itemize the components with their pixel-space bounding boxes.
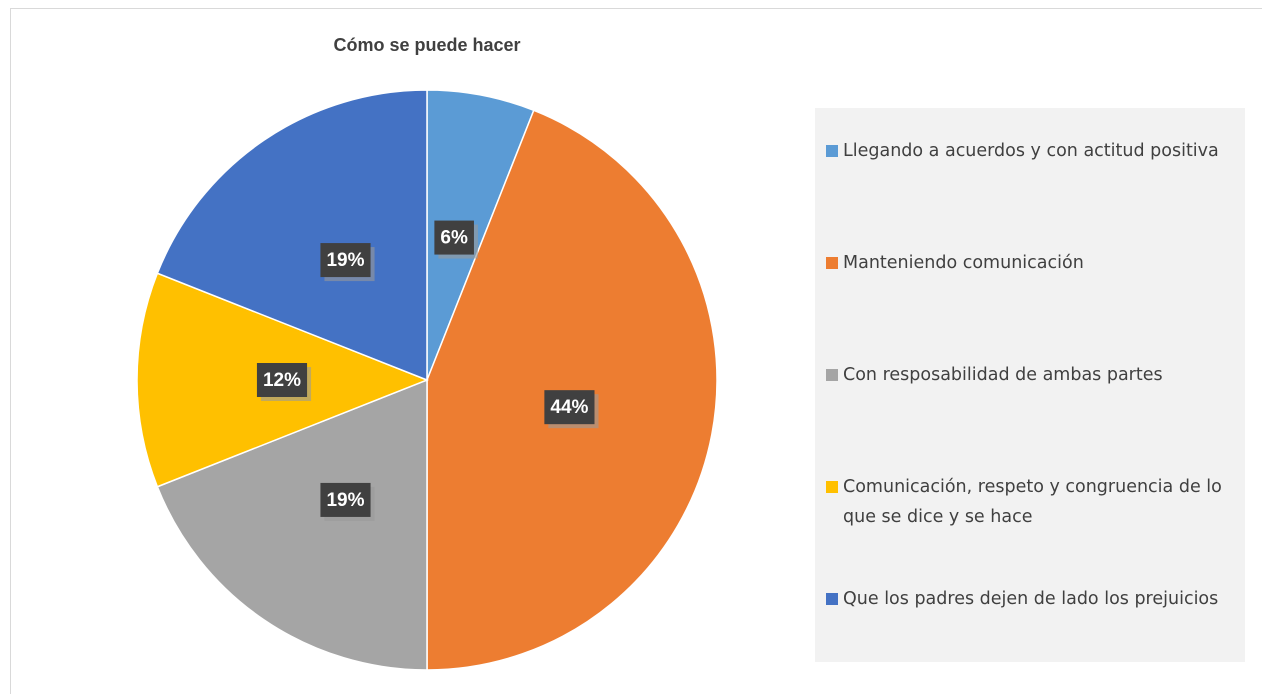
legend-item: Llegando a acuerdos y con actitud positi… [826, 136, 1231, 166]
data-label: 12% [263, 370, 301, 391]
legend: Llegando a acuerdos y con actitud positi… [815, 108, 1245, 662]
data-label: 19% [326, 250, 364, 271]
legend-item: Comunicación, respeto y congruencia de l… [826, 472, 1231, 532]
data-label: 19% [326, 490, 364, 511]
legend-item: Manteniendo comunicación [826, 248, 1231, 278]
legend-swatch [826, 481, 838, 493]
data-label-box [434, 220, 474, 255]
legend-label: Comunicación, respeto y congruencia de l… [843, 477, 1222, 527]
legend-swatch [826, 145, 838, 157]
legend-item: Con resposabilidad de ambas partes [826, 360, 1231, 390]
legend-label: Que los padres dejen de lado los prejuic… [843, 589, 1219, 609]
data-label-box [256, 363, 308, 397]
legend-label: Manteniendo comunicación [843, 253, 1084, 273]
legend-swatch [826, 593, 838, 605]
pie-slice [156, 89, 428, 382]
chart-frame [10, 8, 1262, 694]
data-label-box [544, 390, 595, 425]
data-label-box [320, 482, 371, 517]
legend-item: Que los padres dejen de lado los prejuic… [826, 584, 1231, 614]
data-label: 6% [440, 228, 468, 249]
data-label: 44% [550, 397, 588, 418]
chart-title: Cómo se puede hacer [333, 35, 520, 55]
pie-slice [156, 378, 428, 671]
legend-label: Llegando a acuerdos y con actitud positi… [843, 141, 1219, 161]
legend-label: Con resposabilidad de ambas partes [843, 365, 1163, 385]
data-label-box [320, 243, 371, 278]
legend-swatch [826, 369, 838, 381]
legend-swatch [826, 257, 838, 269]
